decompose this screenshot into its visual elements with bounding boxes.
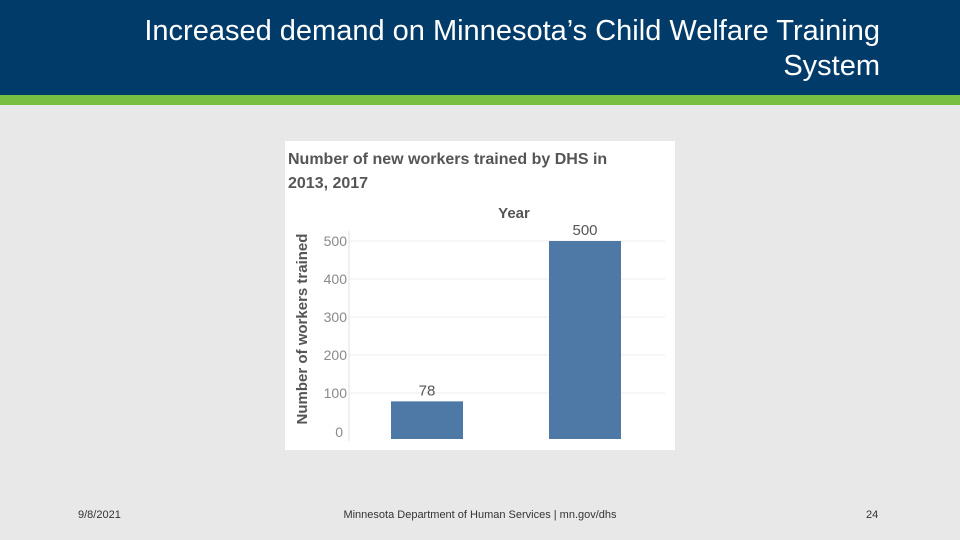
y-tick-label-500: 500: [324, 233, 348, 249]
footer-organization: Minnesota Department of Human Services |…: [343, 509, 617, 521]
y-tick-label-400: 400: [324, 271, 348, 287]
y-axis-title: Number of workers trained: [294, 234, 311, 425]
chart-title-line-1: Number of new workers trained by DHS in: [288, 151, 607, 168]
y-tick-label-200: 200: [324, 347, 348, 363]
footer-date: 9/8/2021: [78, 509, 121, 521]
page-number: 24: [866, 509, 879, 521]
y-tick-label-300: 300: [324, 309, 348, 325]
y-tick-label-0: 0: [335, 424, 343, 440]
bar-2013: [391, 401, 463, 439]
bar-chart: Number of new workers trained by DHS in …: [288, 151, 665, 441]
accent-bar: [0, 95, 960, 105]
slide-header: Increased demand on Minnesota’s Child We…: [0, 0, 960, 95]
chart-title-line-2: 2013, 2017: [288, 175, 368, 192]
bar-value-label-2013: 78: [419, 382, 436, 399]
slide-title: Increased demand on Minnesota’s Child We…: [144, 15, 880, 82]
bar-value-label-2017: 500: [572, 222, 597, 239]
bar-2017: [549, 241, 621, 439]
x-axis-title: Year: [498, 205, 530, 222]
chart-card: Number of new workers trained by DHS in …: [285, 141, 675, 450]
y-tick-label-100: 100: [324, 385, 348, 401]
